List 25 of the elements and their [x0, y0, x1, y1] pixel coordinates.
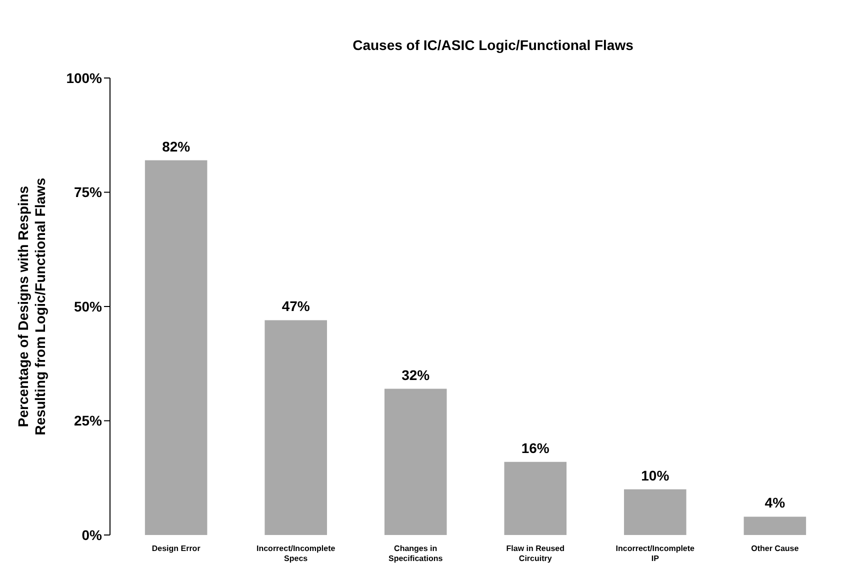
bar [744, 516, 806, 535]
y-tick-label: 100% [66, 70, 103, 86]
bar [384, 388, 447, 535]
data-label: 4% [764, 494, 786, 511]
x-tick-label: Design Error [152, 544, 200, 553]
bar [624, 489, 686, 535]
y-tick-label: 25% [74, 412, 103, 429]
data-label: 10% [641, 467, 670, 484]
x-tick-label: Changes in Specifications [388, 544, 444, 563]
data-label: 32% [402, 366, 430, 383]
bar [504, 462, 567, 535]
x-tick-label: Other Cause [751, 544, 800, 553]
y-tick-label: 0% [82, 526, 103, 543]
x-tick-label: Flaw in Reused Circuitry [506, 544, 565, 563]
data-label: 47% [282, 298, 310, 314]
chart-title: Causes of IC/ASIC Logic/Functional Flaws [352, 37, 634, 53]
bar [264, 320, 327, 535]
x-tick-label: Incorrect/Incomplete IP [616, 544, 696, 563]
x-tick-label: Incorrect/Incomplete Specs [256, 544, 336, 563]
y-tick-label: 75% [74, 184, 103, 200]
data-label: 82% [162, 138, 191, 154]
y-axis-title: Percentage of Designs with Respins Resulting from Logic/Functional Flaws [15, 178, 48, 436]
bar [144, 160, 208, 535]
data-label: 16% [521, 440, 550, 456]
y-tick-label: 50% [74, 298, 103, 314]
